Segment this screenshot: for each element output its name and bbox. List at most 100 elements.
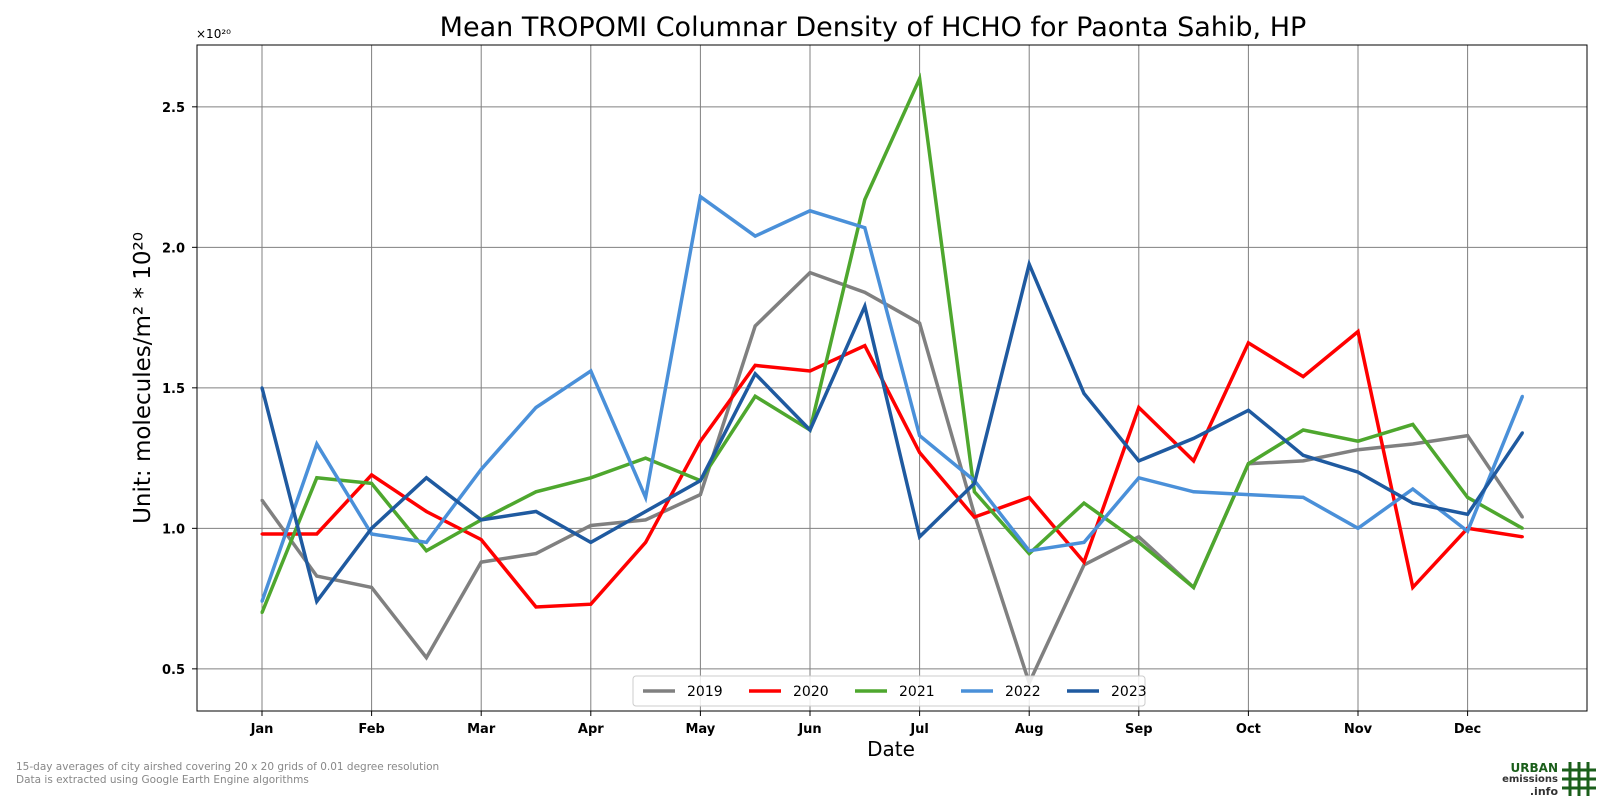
x-tick-label: Oct <box>1236 722 1261 737</box>
legend-label-2019: 2019 <box>687 684 723 700</box>
data-point <box>1246 493 1250 497</box>
x-tick-label: Jun <box>797 722 821 737</box>
legend-box <box>632 675 1146 707</box>
series-line-2020 <box>262 328 1523 609</box>
data-point <box>1466 434 1470 438</box>
data-point <box>370 481 374 485</box>
legend-label-2020: 2020 <box>793 684 829 700</box>
data-point <box>1246 341 1250 345</box>
data-point <box>1466 512 1470 516</box>
y-axis-label: Unit: molecules/m² * 10²⁰ <box>130 232 156 524</box>
data-point <box>1137 476 1141 480</box>
data-point <box>260 599 264 603</box>
data-point <box>370 585 374 589</box>
logo-text-urban: URBAN <box>1510 761 1558 775</box>
data-point <box>1356 526 1360 530</box>
data-point <box>315 532 319 536</box>
series-2020 <box>260 328 1524 609</box>
grid-logo-icon <box>1562 762 1596 796</box>
data-point <box>479 467 483 471</box>
data-point <box>698 479 702 483</box>
data-point <box>1411 422 1415 426</box>
data-point <box>589 369 593 373</box>
logo-text-info: .info <box>1529 785 1558 798</box>
urbanemissions-logo: URBAN emissions .info <box>1500 762 1596 798</box>
data-point <box>424 510 428 513</box>
data-point <box>1027 262 1031 266</box>
x-tick-label: Jul <box>909 722 929 737</box>
logo-text-emissions: emissions <box>1502 774 1558 785</box>
data-point <box>753 363 757 367</box>
data-point <box>1137 406 1141 409</box>
data-point <box>1356 330 1360 334</box>
data-point <box>808 428 812 432</box>
y-tick-label: 1.0 <box>162 522 185 537</box>
data-point <box>534 490 538 494</box>
data-point <box>315 599 319 603</box>
data-point <box>644 495 648 499</box>
data-point <box>1520 394 1524 398</box>
data-point <box>534 605 538 609</box>
x-tick-label: Aug <box>1015 722 1044 737</box>
data-point <box>260 532 264 536</box>
x-tick-label: Jan <box>250 722 274 737</box>
data-point <box>863 290 867 294</box>
data-point <box>1192 436 1196 440</box>
data-point <box>1301 375 1305 379</box>
data-point <box>698 195 702 199</box>
data-point <box>1192 490 1196 494</box>
y-tick-label: 2.5 <box>162 101 185 116</box>
legend-label-2021: 2021 <box>899 684 935 700</box>
data-point <box>918 451 922 454</box>
data-point <box>424 540 428 544</box>
data-point <box>808 271 812 275</box>
data-point <box>315 476 319 480</box>
legend-label-2022: 2022 <box>1005 684 1041 700</box>
data-point <box>1027 495 1031 499</box>
data-point <box>753 372 757 376</box>
series-line-2021 <box>260 72 1524 614</box>
data-point <box>1137 459 1141 463</box>
x-tick-label: Sep <box>1125 722 1153 737</box>
data-point <box>1301 495 1305 499</box>
footnote-resolution: 15-day averages of city airshed covering… <box>16 761 440 773</box>
data-point <box>1301 459 1305 463</box>
data-point <box>1192 585 1196 589</box>
x-tick-label: Nov <box>1344 722 1373 737</box>
legend: 2019 2020 2021 2022 2023 <box>632 675 1147 707</box>
y-tick-label: 1.5 <box>162 382 185 397</box>
legend-label-2023: 2023 <box>1111 684 1147 700</box>
data-point <box>753 234 757 238</box>
chart-title: Mean TROPOMI Columnar Density of HCHO fo… <box>440 12 1307 43</box>
plot-frame <box>196 44 1588 712</box>
data-point <box>1520 431 1524 435</box>
data-point <box>1520 515 1524 519</box>
data-point <box>424 549 428 553</box>
data-point <box>698 439 702 443</box>
data-point <box>1466 495 1470 499</box>
data-point <box>808 209 812 213</box>
x-tick-label: Feb <box>358 722 384 737</box>
data-point <box>863 304 867 308</box>
data-point <box>370 526 374 530</box>
data-point <box>1466 529 1470 533</box>
x-axis-label: Date <box>867 737 915 761</box>
grid-lines <box>197 45 1587 711</box>
data-point <box>1411 442 1415 446</box>
data-point <box>589 602 593 606</box>
data-point <box>424 476 428 480</box>
x-tick-label: Dec <box>1454 722 1481 737</box>
data-point <box>1301 453 1305 457</box>
y-axis-offset-text: ×10²⁰ <box>196 27 231 41</box>
data-point <box>589 476 593 480</box>
data-point <box>698 493 702 497</box>
x-tick-label: Apr <box>578 722 604 737</box>
data-point <box>1246 462 1250 466</box>
data-series <box>260 72 1525 688</box>
data-point <box>808 369 812 373</box>
data-point <box>1027 552 1031 556</box>
data-point <box>918 535 922 539</box>
data-point <box>534 552 538 556</box>
data-point <box>424 656 428 660</box>
